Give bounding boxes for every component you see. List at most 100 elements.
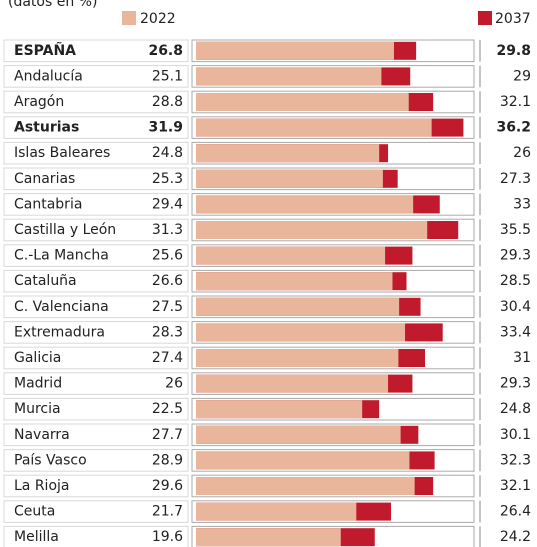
category-label: C.-La Mancha <box>14 248 109 264</box>
bar <box>196 144 380 163</box>
value-label: 21.7 <box>152 504 183 520</box>
row-box <box>3 218 189 242</box>
category-label: Castilla y León <box>14 222 116 238</box>
row-box <box>3 244 189 267</box>
category-label: Murcia <box>14 401 61 417</box>
bar <box>196 528 341 547</box>
value-label: 26 <box>513 145 531 161</box>
value-label: 25.6 <box>152 248 183 264</box>
bar <box>196 246 386 265</box>
value-label: 33.4 <box>500 324 531 340</box>
bar-box <box>191 346 475 370</box>
row-box <box>3 474 189 498</box>
category-label: Aragón <box>14 94 64 110</box>
bar-box <box>191 397 475 421</box>
value-label: 26.6 <box>152 273 183 289</box>
bar <box>196 502 357 521</box>
bar <box>196 93 409 111</box>
value-label: 28.5 <box>500 273 531 289</box>
value-label: 19.6 <box>152 529 183 545</box>
bar-box <box>191 474 475 498</box>
row-box <box>3 449 189 472</box>
category-label: Andalucía <box>14 68 83 84</box>
row-box <box>3 295 189 319</box>
row-box <box>3 193 189 216</box>
category-label: ESPAÑA <box>14 42 76 59</box>
category-label: Galicia <box>14 350 61 366</box>
category-label: La Rioja <box>14 478 69 494</box>
bar <box>196 400 363 419</box>
value-label: 29.3 <box>500 248 531 264</box>
category-label: País Vasco <box>14 452 87 468</box>
bar <box>196 451 410 470</box>
category-label: Canarias <box>14 171 75 187</box>
bar <box>196 425 401 444</box>
value-label: 27.7 <box>152 427 183 443</box>
bar-box <box>191 423 475 447</box>
value-label: 24.2 <box>500 529 531 545</box>
bar-box <box>191 321 475 344</box>
bar-box <box>191 449 475 472</box>
value-label: 26.4 <box>500 504 531 520</box>
legend-swatch <box>122 11 136 25</box>
bar <box>196 118 432 137</box>
bar-box <box>191 193 475 216</box>
row-box <box>3 372 189 395</box>
category-label: Madrid <box>14 376 62 392</box>
value-label: 28.9 <box>152 452 183 468</box>
value-label: 31.9 <box>148 120 183 136</box>
row-box <box>3 525 189 547</box>
category-label: C. Valenciana <box>14 299 109 315</box>
value-label: 32.1 <box>500 478 531 494</box>
bar-box <box>191 372 475 395</box>
value-label: 28.8 <box>152 94 183 110</box>
value-label: 30.1 <box>500 427 531 443</box>
bar-box <box>191 295 475 319</box>
value-label: 32.3 <box>500 452 531 468</box>
value-label: 31 <box>513 350 531 366</box>
value-label: 29.3 <box>500 376 531 392</box>
row-box <box>3 321 189 344</box>
bar-box <box>191 116 475 139</box>
value-label: 22.5 <box>152 401 183 417</box>
bar-box <box>191 65 475 88</box>
row-box <box>3 39 189 63</box>
value-label: 28.3 <box>152 324 183 340</box>
value-label: 35.5 <box>500 222 531 238</box>
bar <box>196 169 383 188</box>
value-label: 29.6 <box>152 478 183 494</box>
category-label: Asturias <box>14 120 79 136</box>
value-label: 29.8 <box>496 43 531 59</box>
row-box <box>3 500 189 523</box>
category-label: Ceuta <box>14 504 55 520</box>
bar <box>196 272 393 291</box>
value-label: 27.3 <box>500 171 531 187</box>
row-box <box>3 65 189 88</box>
row-box <box>3 90 189 114</box>
value-label: 25.1 <box>152 68 183 84</box>
bar-box <box>191 525 475 547</box>
bar <box>196 374 389 393</box>
value-label: 36.2 <box>496 120 531 136</box>
bar <box>196 195 414 214</box>
bar <box>196 67 382 86</box>
value-label: 29.4 <box>152 196 183 212</box>
value-label: 31.3 <box>152 222 183 238</box>
value-label: 27.4 <box>152 350 183 366</box>
bar <box>196 477 415 495</box>
category-label: Cataluña <box>14 273 77 289</box>
bar-box <box>191 244 475 267</box>
row-box <box>3 116 189 139</box>
row-box <box>3 141 189 165</box>
bar-box <box>191 269 475 293</box>
value-label: 30.4 <box>500 299 531 315</box>
row-box <box>3 167 189 191</box>
value-label: 29 <box>513 68 531 84</box>
bar-box <box>191 39 475 63</box>
bar-box <box>191 218 475 242</box>
category-label: Cantabria <box>14 196 82 212</box>
row-box <box>3 346 189 370</box>
value-label: 32.1 <box>500 94 531 110</box>
row-box <box>3 423 189 447</box>
